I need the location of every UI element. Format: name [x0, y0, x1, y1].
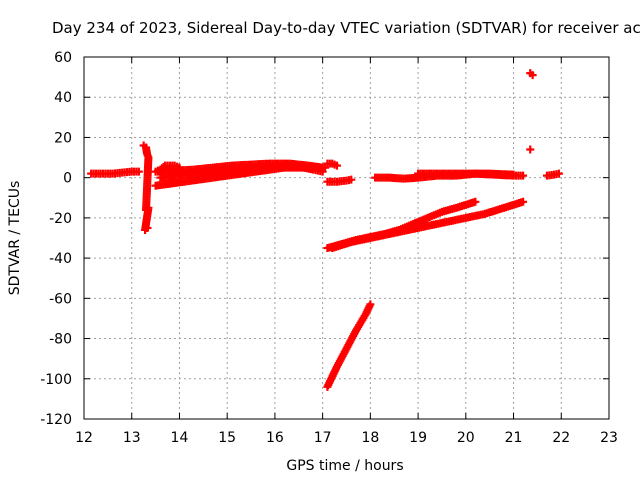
x-tick-label: 22 [552, 430, 570, 446]
series-arc-n [328, 197, 528, 253]
data-point [519, 171, 528, 180]
series-arc-f [156, 161, 327, 182]
data-point [519, 197, 528, 206]
data-point [332, 161, 341, 170]
series-arc-h [323, 175, 356, 186]
x-tick-label: 20 [457, 430, 475, 446]
y-tick-label: 60 [54, 50, 72, 66]
x-tick-label: 13 [123, 430, 141, 446]
y-axis: -120 -100 -80 -60 -40 -20 0 20 40 60 [40, 50, 609, 428]
data-point [509, 170, 518, 179]
series-arc-l [526, 69, 537, 154]
x-axis-label: GPS time / hours [286, 458, 403, 474]
y-tick-label: 0 [63, 171, 72, 187]
series-arc-a [87, 167, 143, 178]
series-arc-o [323, 300, 375, 391]
x-axis: 12 13 14 15 16 17 18 19 20 21 22 23 [75, 57, 618, 446]
x-tick-label: 17 [314, 430, 332, 446]
data-point [134, 167, 143, 176]
data-point [554, 169, 563, 178]
y-tick-label: 20 [54, 130, 72, 146]
y-tick-label: -100 [40, 372, 72, 388]
data-point [528, 71, 537, 80]
x-tick-label: 19 [409, 430, 427, 446]
x-tick-label: 16 [266, 430, 284, 446]
data-point [526, 145, 535, 154]
y-tick-label: -60 [49, 291, 72, 307]
y-tick-label: -20 [49, 211, 72, 227]
data-point [366, 300, 375, 309]
x-tick-label: 14 [171, 430, 189, 446]
plot-frame [83, 56, 610, 420]
data-point [347, 175, 356, 184]
data-point [471, 197, 480, 206]
series-arc-k [542, 169, 563, 180]
y-tick-label: -120 [40, 412, 72, 428]
data-point [318, 167, 327, 176]
x-tick-label: 15 [218, 430, 236, 446]
x-tick-label: 23 [600, 430, 618, 446]
data-points [87, 69, 563, 391]
y-tick-label: -80 [49, 332, 72, 348]
series-arc-b [139, 141, 153, 234]
x-tick-label: 12 [75, 430, 93, 446]
y-axis-label: SDTVAR / TECUs [7, 181, 23, 296]
y-tick-label: 40 [54, 90, 72, 106]
x-tick-label: 21 [505, 430, 523, 446]
series-arc-j [414, 169, 518, 179]
y-tick-label: -40 [49, 251, 72, 267]
series-arc-g [323, 159, 341, 170]
chart-title: Day 234 of 2023, Sidereal Day-to-day VTE… [52, 19, 640, 37]
data-point [143, 223, 152, 232]
x-tick-label: 18 [361, 430, 379, 446]
